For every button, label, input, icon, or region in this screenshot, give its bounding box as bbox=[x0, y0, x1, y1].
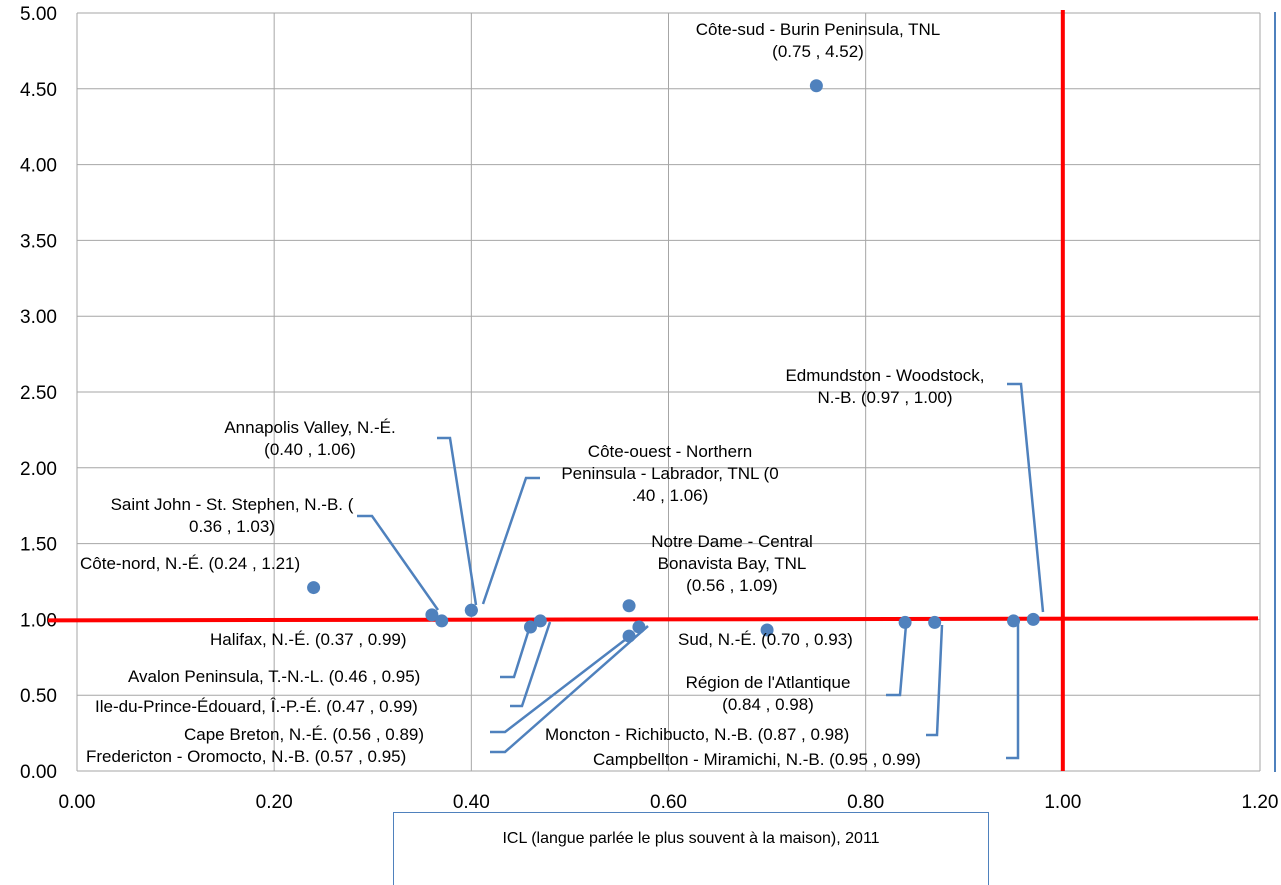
data-point bbox=[632, 620, 646, 634]
data-label-line: Notre Dame - Central bbox=[651, 532, 813, 551]
data-label-line: Côte-ouest - Northern bbox=[588, 442, 752, 461]
leader-line bbox=[490, 635, 631, 734]
y-tick-label: 4.00 bbox=[20, 156, 57, 177]
x-tick-label: 0.00 bbox=[59, 792, 96, 813]
leader-line bbox=[490, 625, 649, 754]
data-label: Côte-sud - Burin Peninsula, TNL (0.75 , 4… bbox=[696, 20, 940, 61]
grid bbox=[76, 12, 1261, 772]
data-label-line: Sud, N.-É. (0.70 , 0.93) bbox=[678, 630, 853, 649]
data-label: Saint John - St. Stephen, N.-B. ( 0.36 , … bbox=[111, 495, 354, 536]
data-label-line: Fredericton - Oromocto, N.-B. (0.57 , 0.… bbox=[86, 747, 406, 766]
y-tick-label: 5.00 bbox=[20, 4, 57, 25]
data-point bbox=[898, 615, 912, 629]
data-label: Fredericton - Oromocto, N.-B. (0.57 , 0.… bbox=[86, 747, 406, 766]
leader-line bbox=[510, 621, 552, 708]
x-tick-label: 0.80 bbox=[847, 792, 884, 813]
data-point bbox=[523, 620, 537, 634]
data-label-line: (0.40 , 1.06) bbox=[264, 440, 356, 459]
data-point bbox=[622, 599, 636, 613]
x-axis-title: ICL (langue parlée le plus souvent à la … bbox=[502, 830, 880, 847]
data-label-line: (0.56 , 1.09) bbox=[686, 576, 778, 595]
x-tick-label: 0.60 bbox=[650, 792, 687, 813]
y-tick-label: 4.50 bbox=[20, 80, 57, 101]
data-label: Région de l'Atlantique (0.84 , 0.98) bbox=[686, 673, 851, 714]
data-label-line: Edmundston - Woodstock, bbox=[785, 366, 984, 385]
data-label-line: Cape Breton, N.-É. (0.56 , 0.89) bbox=[184, 725, 424, 744]
data-label-line: (0.75 , 4.52) bbox=[772, 42, 864, 61]
data-point bbox=[1026, 612, 1040, 626]
y-tick-label: 1.50 bbox=[20, 535, 57, 556]
x-tick-label: 0.20 bbox=[256, 792, 293, 813]
data-label: Avalon Peninsula, T.-N.-L. (0.46 , 0.95) bbox=[128, 667, 420, 686]
data-label: Côte-nord, N.-É. (0.24 , 1.21) bbox=[80, 554, 300, 573]
y-tick-label: 2.50 bbox=[20, 383, 57, 404]
y-tick-label: 3.50 bbox=[20, 231, 57, 252]
data-label-line: Côte-sud - Burin Peninsula, TNL bbox=[696, 20, 940, 39]
leader-line bbox=[926, 624, 944, 737]
data-label: Campbellton - Miramichi, N.-B. (0.95 , 0… bbox=[593, 750, 921, 769]
leader-line bbox=[500, 625, 532, 679]
x-tick-label: 1.20 bbox=[1242, 792, 1279, 813]
data-point bbox=[622, 629, 636, 643]
label-leader-lines bbox=[357, 382, 1045, 760]
data-point bbox=[760, 623, 774, 637]
data-point bbox=[533, 614, 547, 628]
data-label-line: Région de l'Atlantique bbox=[686, 673, 851, 692]
y-tick-label: 0.50 bbox=[20, 686, 57, 707]
y-tick-label: 3.00 bbox=[20, 307, 57, 328]
leader-line bbox=[1007, 382, 1045, 613]
x-tick-label: 0.40 bbox=[453, 792, 490, 813]
data-label-line: 0.36 , 1.03) bbox=[189, 517, 275, 536]
data-point bbox=[464, 603, 478, 617]
data-label-line: Moncton - Richibucto, N.-B. (0.87 , 0.98… bbox=[545, 725, 849, 744]
data-label-line: Ile-du-Prince-Édouard, Î.-P.-É. (0.47 , … bbox=[95, 697, 418, 716]
leader-line bbox=[437, 436, 478, 606]
leader-line bbox=[481, 476, 540, 605]
data-label: Halifax, N.-É. (0.37 , 0.99) bbox=[210, 630, 407, 649]
data-label: Sud, N.-É. (0.70 , 0.93) bbox=[678, 630, 853, 649]
data-label-line: Peninsula - Labrador, TNL (0 bbox=[561, 464, 778, 483]
chart-frame-edge bbox=[1274, 12, 1281, 772]
data-point bbox=[425, 608, 439, 622]
data-label: Côte-ouest - Northern Peninsula - Labrado… bbox=[561, 442, 778, 505]
x-axis-ticks: 0.00 0.20 0.40 0.60 0.80 1.00 1.20 bbox=[59, 792, 1279, 813]
data-label-line: Annapolis Valley, N.-É. bbox=[224, 418, 395, 437]
data-label: Notre Dame - Central Bonavista Bay, TNL (0… bbox=[651, 532, 813, 595]
y-tick-label: 2.00 bbox=[20, 459, 57, 480]
x-axis-title-box: ICL (langue parlée le plus souvent à la … bbox=[393, 812, 989, 885]
data-label-line: Halifax, N.-É. (0.37 , 0.99) bbox=[210, 630, 407, 649]
reference-lines bbox=[47, 10, 1259, 771]
data-label-line: Bonavista Bay, TNL bbox=[658, 554, 807, 573]
data-label: Ile-du-Prince-Édouard, Î.-P.-É. (0.47 , … bbox=[95, 697, 418, 716]
y-tick-label: 1.00 bbox=[20, 610, 57, 631]
data-points bbox=[307, 79, 1040, 643]
data-label: Moncton - Richibucto, N.-B. (0.87 , 0.98… bbox=[545, 725, 849, 744]
data-label-line: Campbellton - Miramichi, N.-B. (0.95 , 0… bbox=[593, 750, 921, 769]
data-point bbox=[928, 615, 942, 629]
data-point bbox=[307, 581, 321, 595]
data-label-line: .40 , 1.06) bbox=[632, 486, 709, 505]
data-point bbox=[1007, 614, 1021, 628]
y-tick-label: 0.00 bbox=[20, 762, 57, 783]
x-tick-label: 1.00 bbox=[1044, 792, 1081, 813]
leader-line bbox=[357, 514, 440, 611]
data-point bbox=[809, 79, 823, 93]
reference-line-y bbox=[47, 616, 1259, 623]
data-label-line: (0.84 , 0.98) bbox=[722, 695, 814, 714]
data-label: Annapolis Valley, N.-É. (0.40 , 1.06) bbox=[224, 418, 395, 459]
data-label-line: N.-B. (0.97 , 1.00) bbox=[817, 388, 952, 407]
data-label-line: Côte-nord, N.-É. (0.24 , 1.21) bbox=[80, 554, 300, 573]
data-label-line: Avalon Peninsula, T.-N.-L. (0.46 , 0.95) bbox=[128, 667, 420, 686]
leader-line bbox=[1006, 622, 1020, 760]
data-labels: Côte-sud - Burin Peninsula, TNL (0.75 , 4… bbox=[80, 20, 985, 769]
data-label: Cape Breton, N.-É. (0.56 , 0.89) bbox=[184, 725, 424, 744]
data-label: Edmundston - Woodstock, N.-B. (0.97 , 1.0… bbox=[785, 366, 984, 407]
leader-line bbox=[886, 624, 908, 697]
data-label-line: Saint John - St. Stephen, N.-B. ( bbox=[111, 495, 354, 514]
data-point bbox=[435, 614, 449, 628]
y-axis-ticks: 0.00 0.50 1.00 1.50 2.00 2.50 3.00 3.50 4.00 4.50… bbox=[20, 4, 57, 783]
